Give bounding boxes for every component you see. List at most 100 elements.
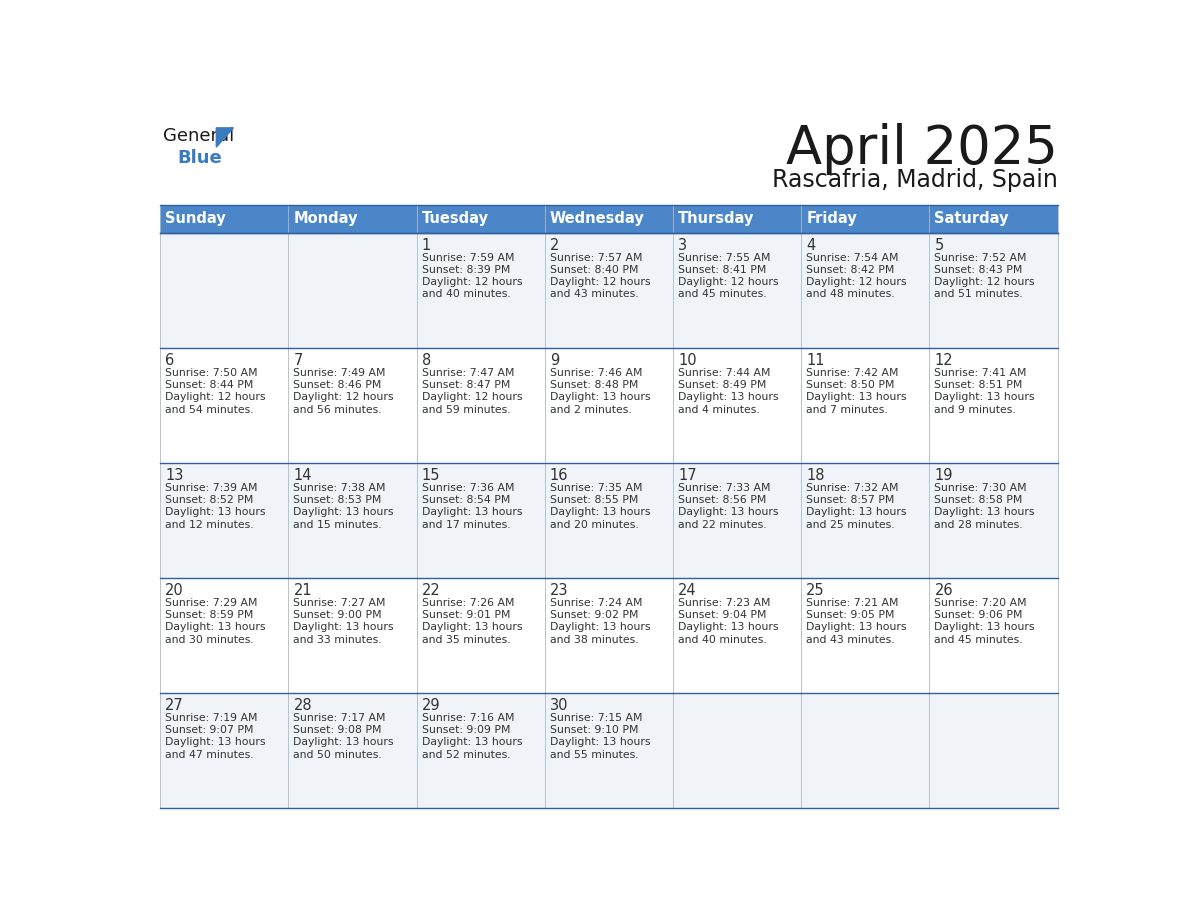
Text: Friday: Friday — [807, 211, 857, 226]
Bar — [801, 463, 929, 577]
Text: and 43 minutes.: and 43 minutes. — [807, 634, 895, 644]
Text: Sunset: 8:54 PM: Sunset: 8:54 PM — [422, 495, 510, 505]
Text: 6: 6 — [165, 353, 175, 367]
Bar — [417, 693, 545, 808]
Text: Sunrise: 7:23 AM: Sunrise: 7:23 AM — [678, 599, 771, 608]
Text: Daylight: 13 hours: Daylight: 13 hours — [422, 737, 523, 747]
Text: Sunrise: 7:42 AM: Sunrise: 7:42 AM — [807, 368, 899, 378]
Text: and 40 minutes.: and 40 minutes. — [422, 289, 511, 299]
Text: 4: 4 — [807, 238, 815, 252]
Text: Sunset: 8:59 PM: Sunset: 8:59 PM — [165, 610, 253, 621]
Bar — [545, 232, 672, 348]
Bar — [289, 577, 417, 693]
Text: Sunset: 8:48 PM: Sunset: 8:48 PM — [550, 380, 638, 390]
Text: Daylight: 13 hours: Daylight: 13 hours — [293, 622, 394, 633]
Text: Sunset: 8:46 PM: Sunset: 8:46 PM — [293, 380, 381, 390]
Text: Daylight: 13 hours: Daylight: 13 hours — [678, 508, 778, 518]
Text: and 20 minutes.: and 20 minutes. — [550, 520, 639, 530]
Text: Sunset: 8:49 PM: Sunset: 8:49 PM — [678, 380, 766, 390]
Text: 2: 2 — [550, 238, 560, 252]
Text: Sunrise: 7:29 AM: Sunrise: 7:29 AM — [165, 599, 258, 608]
Text: Sunrise: 7:38 AM: Sunrise: 7:38 AM — [293, 483, 386, 493]
Text: Thursday: Thursday — [678, 211, 754, 226]
Bar — [545, 463, 672, 577]
Bar — [160, 693, 289, 808]
Text: Daylight: 13 hours: Daylight: 13 hours — [550, 508, 650, 518]
Text: Tuesday: Tuesday — [422, 211, 488, 226]
Bar — [417, 577, 545, 693]
Text: Sunrise: 7:15 AM: Sunrise: 7:15 AM — [550, 713, 643, 723]
Text: Sunrise: 7:57 AM: Sunrise: 7:57 AM — [550, 253, 643, 263]
Text: 18: 18 — [807, 467, 824, 483]
Bar — [545, 693, 672, 808]
Bar — [545, 577, 672, 693]
Text: Daylight: 13 hours: Daylight: 13 hours — [678, 392, 778, 402]
Bar — [160, 205, 289, 232]
Text: 23: 23 — [550, 583, 568, 598]
Bar — [289, 205, 417, 232]
Text: Sunset: 8:47 PM: Sunset: 8:47 PM — [422, 380, 510, 390]
Bar — [289, 348, 417, 463]
Text: Sunrise: 7:41 AM: Sunrise: 7:41 AM — [935, 368, 1026, 378]
Text: 17: 17 — [678, 467, 696, 483]
Text: 27: 27 — [165, 698, 184, 712]
Text: Sunset: 9:10 PM: Sunset: 9:10 PM — [550, 725, 638, 735]
Text: Sunset: 8:41 PM: Sunset: 8:41 PM — [678, 265, 766, 275]
Text: Daylight: 13 hours: Daylight: 13 hours — [678, 622, 778, 633]
Text: and 22 minutes.: and 22 minutes. — [678, 520, 766, 530]
Bar — [801, 577, 929, 693]
Text: Sunset: 8:58 PM: Sunset: 8:58 PM — [935, 495, 1023, 505]
Text: Sunset: 8:55 PM: Sunset: 8:55 PM — [550, 495, 638, 505]
Text: 5: 5 — [935, 238, 943, 252]
Text: 8: 8 — [422, 353, 431, 367]
Text: 20: 20 — [165, 583, 184, 598]
Text: and 43 minutes.: and 43 minutes. — [550, 289, 638, 299]
Text: Sunrise: 7:24 AM: Sunrise: 7:24 AM — [550, 599, 643, 608]
Text: 26: 26 — [935, 583, 953, 598]
Text: Sunset: 9:07 PM: Sunset: 9:07 PM — [165, 725, 254, 735]
Text: Sunrise: 7:39 AM: Sunrise: 7:39 AM — [165, 483, 258, 493]
Text: Sunrise: 7:49 AM: Sunrise: 7:49 AM — [293, 368, 386, 378]
Bar — [801, 693, 929, 808]
Text: 7: 7 — [293, 353, 303, 367]
Text: Sunrise: 7:19 AM: Sunrise: 7:19 AM — [165, 713, 258, 723]
Text: and 45 minutes.: and 45 minutes. — [678, 289, 766, 299]
Text: Daylight: 12 hours: Daylight: 12 hours — [550, 277, 650, 287]
Bar — [801, 205, 929, 232]
Text: Sunset: 9:09 PM: Sunset: 9:09 PM — [422, 725, 510, 735]
Text: Sunrise: 7:52 AM: Sunrise: 7:52 AM — [935, 253, 1026, 263]
Bar — [160, 232, 289, 348]
Text: Daylight: 13 hours: Daylight: 13 hours — [550, 392, 650, 402]
Text: and 12 minutes.: and 12 minutes. — [165, 520, 254, 530]
Text: and 15 minutes.: and 15 minutes. — [293, 520, 383, 530]
Text: 3: 3 — [678, 238, 687, 252]
Text: Daylight: 12 hours: Daylight: 12 hours — [678, 277, 778, 287]
Text: Sunset: 9:04 PM: Sunset: 9:04 PM — [678, 610, 766, 621]
Text: Daylight: 13 hours: Daylight: 13 hours — [422, 622, 523, 633]
Bar — [289, 463, 417, 577]
Bar — [417, 463, 545, 577]
Text: 30: 30 — [550, 698, 568, 712]
Polygon shape — [216, 128, 233, 147]
Text: and 40 minutes.: and 40 minutes. — [678, 634, 766, 644]
Text: Wednesday: Wednesday — [550, 211, 645, 226]
Bar — [929, 577, 1057, 693]
Text: Daylight: 13 hours: Daylight: 13 hours — [550, 737, 650, 747]
Text: Daylight: 12 hours: Daylight: 12 hours — [422, 392, 523, 402]
Bar — [672, 463, 801, 577]
Text: 16: 16 — [550, 467, 568, 483]
Text: Daylight: 13 hours: Daylight: 13 hours — [165, 737, 266, 747]
Text: Monday: Monday — [293, 211, 358, 226]
Text: Sunset: 9:01 PM: Sunset: 9:01 PM — [422, 610, 510, 621]
Text: 9: 9 — [550, 353, 560, 367]
Text: and 50 minutes.: and 50 minutes. — [293, 750, 383, 760]
Text: and 38 minutes.: and 38 minutes. — [550, 634, 638, 644]
Text: Sunrise: 7:32 AM: Sunrise: 7:32 AM — [807, 483, 899, 493]
Text: 1: 1 — [422, 238, 431, 252]
Text: Daylight: 12 hours: Daylight: 12 hours — [293, 392, 394, 402]
Text: Sunset: 8:40 PM: Sunset: 8:40 PM — [550, 265, 638, 275]
Text: 14: 14 — [293, 467, 312, 483]
Text: Sunrise: 7:36 AM: Sunrise: 7:36 AM — [422, 483, 514, 493]
Bar — [801, 232, 929, 348]
Text: Sunset: 8:56 PM: Sunset: 8:56 PM — [678, 495, 766, 505]
